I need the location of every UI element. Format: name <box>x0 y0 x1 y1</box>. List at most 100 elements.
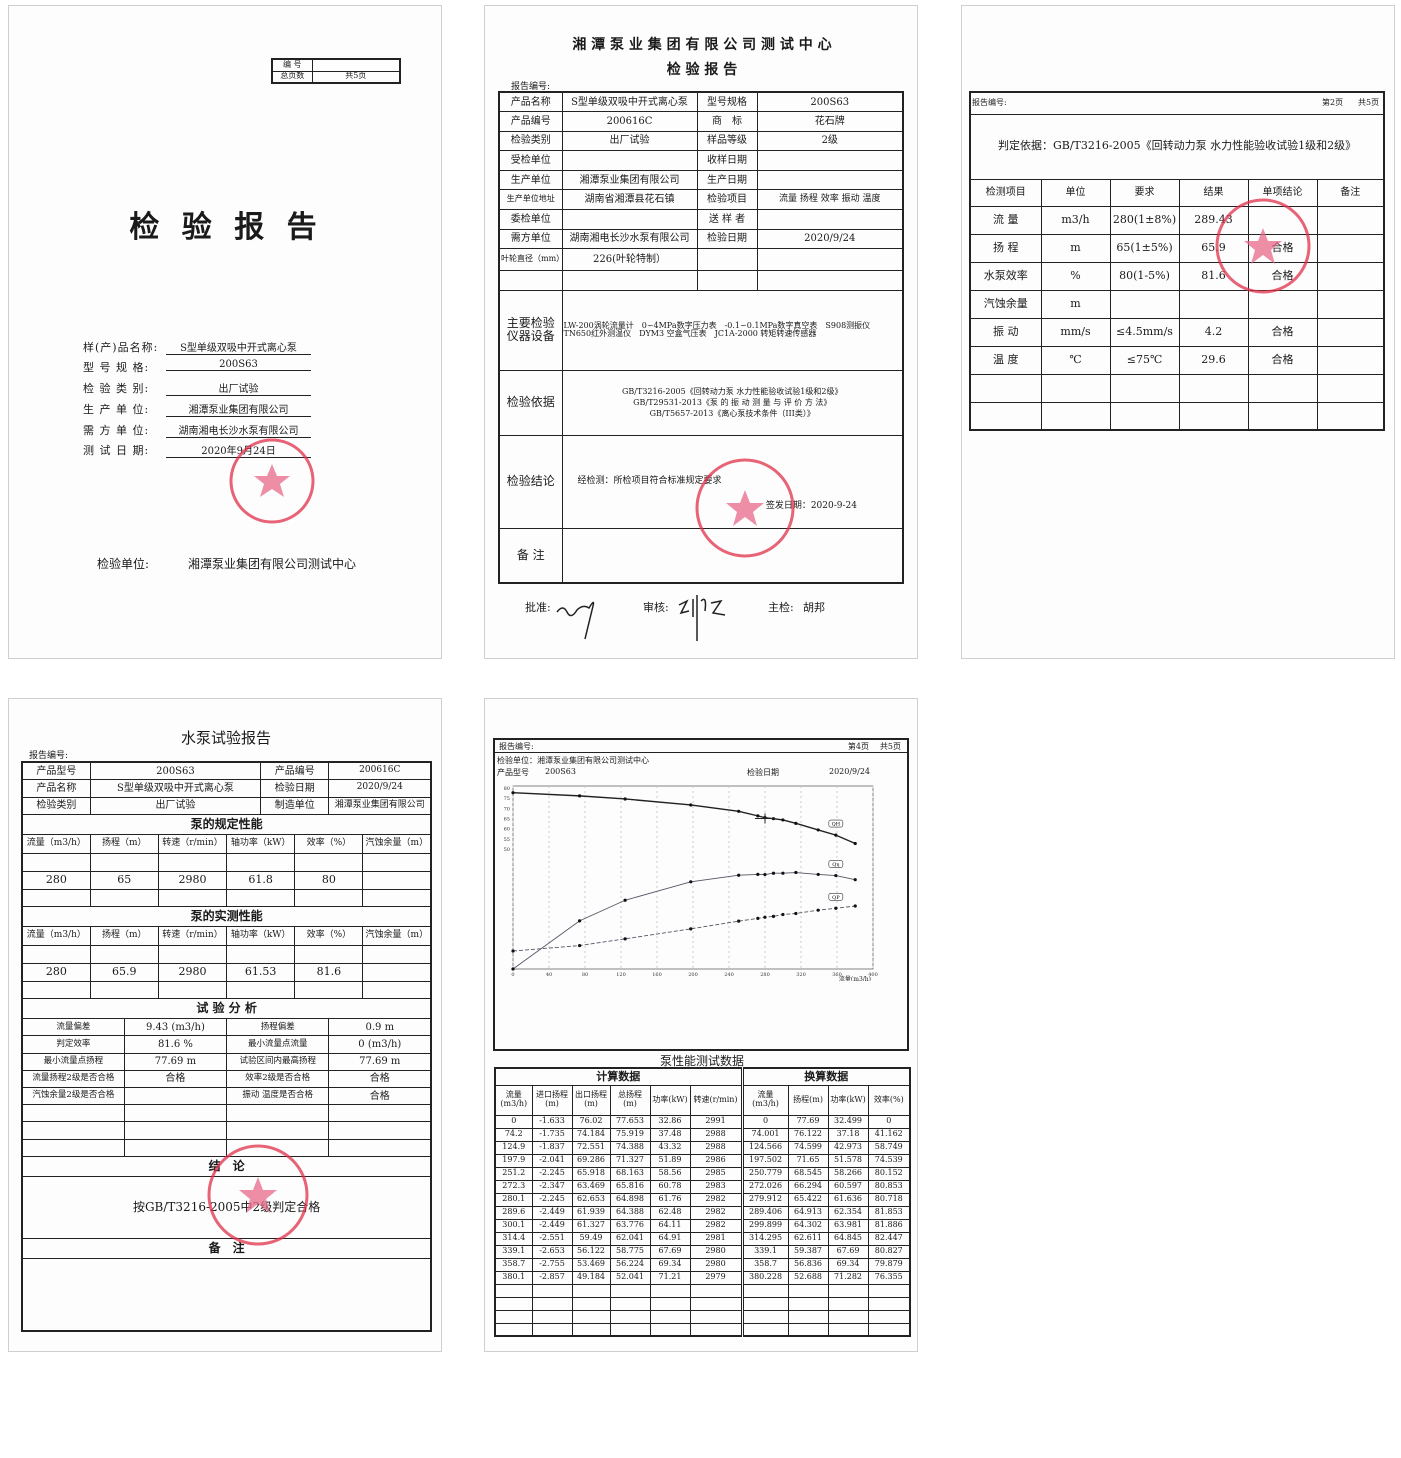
analysis-label <box>226 1138 330 1157</box>
result-row: 振 动 mm/s ≤4.5mm/s 4.2 合格 <box>969 317 1385 347</box>
data-cell <box>531 1283 573 1298</box>
data-cell: 77.69 <box>787 1114 829 1129</box>
table-row: 泵的实测性能 <box>21 906 432 928</box>
data-row <box>494 1322 911 1337</box>
perf-cell <box>157 980 228 1000</box>
data-cell: 68.545 <box>787 1166 829 1181</box>
data-cell: 71.327 <box>609 1153 651 1168</box>
report-number-label: 报告编号: <box>29 751 69 761</box>
data-point <box>689 803 693 807</box>
data-point <box>511 791 515 795</box>
result-cell: 合格 <box>1247 345 1318 375</box>
data-point <box>756 916 760 921</box>
inspection-unit-value: 湘潭泵业集团有限公司测试中心 <box>188 557 357 571</box>
data-cell: 124.9 <box>494 1140 533 1155</box>
data-cell: 197.502 <box>740 1153 789 1168</box>
model-value: 200S63 <box>545 767 576 776</box>
data-cell: 71.282 <box>827 1270 869 1285</box>
data-point <box>756 872 760 877</box>
y-tick-label: 55 <box>504 837 510 843</box>
info-row: 叶轮直径（mm） 226(叶轮特制） <box>498 248 904 272</box>
inspector-label: 主检: <box>768 601 794 614</box>
data-point <box>794 821 798 825</box>
table-row <box>21 1257 432 1332</box>
data-cell: 2988 <box>689 1140 743 1155</box>
x-tick-label: 0 <box>511 972 514 978</box>
analysis-value <box>123 1104 228 1123</box>
basis-line: GB/T3216-2005《回转动力泵 水力性能验收试验1级和2级》 <box>622 387 843 397</box>
column-header: 单位 <box>1040 178 1111 207</box>
data-cell: 74.001 <box>740 1127 789 1142</box>
data-cell: 69.34 <box>827 1257 869 1272</box>
inspection-unit: 检验单位：湘潭泵业集团有限公司测试中心 <box>497 756 649 765</box>
calc-column-header: 出口扬程(m) <box>571 1084 611 1116</box>
x-tick-label: 360 <box>832 972 842 978</box>
data-cell: 43.32 <box>649 1140 691 1155</box>
data-point <box>763 872 767 877</box>
analysis-label: 最小流量点扬程 <box>21 1052 125 1071</box>
field-label: 型 号 规 格: <box>83 361 150 374</box>
data-cell: -1.735 <box>531 1127 573 1142</box>
info-label: 检验日期 <box>260 779 330 798</box>
result-cell <box>1040 401 1111 431</box>
result-cell: 289.43 <box>1178 205 1249 235</box>
data-point <box>623 898 627 902</box>
info-label <box>696 270 758 291</box>
data-cell: 0 <box>867 1114 911 1129</box>
series-label-box <box>828 892 844 901</box>
data-cell <box>494 1296 533 1311</box>
result-cell: m3/h <box>1040 205 1111 235</box>
data-cell: 380.1 <box>494 1270 533 1285</box>
data-cell <box>867 1283 911 1298</box>
data-cell <box>827 1309 869 1324</box>
data-cell <box>827 1283 869 1298</box>
series-line-qp <box>512 905 856 952</box>
data-point <box>834 906 838 910</box>
data-cell: 67.69 <box>649 1244 691 1259</box>
cover-title: 检 验 报 告 <box>129 210 323 245</box>
data-cell: 80.718 <box>867 1192 911 1207</box>
perf-cell: 280 <box>21 962 91 982</box>
result-cell: ≤75℃ <box>1109 345 1180 375</box>
data-cell: 61.327 <box>571 1218 611 1233</box>
analysis-value: 0 (m3/h) <box>328 1035 432 1054</box>
info-label: 生产日期 <box>696 169 758 191</box>
perf-cell <box>89 888 159 908</box>
result-cell <box>969 373 1042 403</box>
data-point <box>853 878 857 882</box>
column-header: 单项结论 <box>1247 178 1318 207</box>
data-point <box>816 908 820 912</box>
y-tick-label: 50 <box>504 847 510 853</box>
data-cell <box>787 1296 829 1311</box>
data-cell: 272.026 <box>740 1179 789 1194</box>
field-value: S型单级双吸中开式离心泵 <box>166 339 311 355</box>
analysis-value <box>328 1121 432 1140</box>
data-point <box>511 949 515 953</box>
analysis-value: 合格 <box>328 1087 432 1106</box>
result-cell <box>1316 317 1385 347</box>
result-cell <box>1247 205 1318 235</box>
x-axis-label: 流量(m3/h) <box>839 975 871 981</box>
data-cell: 66.294 <box>787 1179 829 1194</box>
table-row: 按GB/T3216-2005中2级判定合格 <box>21 1175 432 1239</box>
info-label: 产品型号 <box>21 761 91 781</box>
result-cell: ≤4.5mm/s <box>1109 317 1180 347</box>
data-cell: 56.224 <box>609 1257 651 1272</box>
perf-cell <box>362 888 432 908</box>
y-tick-label: 80 <box>504 786 510 792</box>
rated-performance-title: 泵的规定性能 <box>21 814 432 836</box>
analysis-value: 77.69 m <box>123 1052 228 1071</box>
data-cell: 251.2 <box>494 1166 533 1181</box>
perf-cell <box>294 888 364 908</box>
data-cell <box>609 1296 651 1311</box>
perf-cell <box>226 980 296 1000</box>
data-cell: 64.898 <box>609 1192 651 1207</box>
data-cell: 74.599 <box>787 1140 829 1155</box>
data-row: 339.1 -2.653 56.122 58.775 67.69 2980 339.1 59.… <box>494 1244 911 1259</box>
x-tick-label: 200 <box>688 972 698 978</box>
data-point <box>794 870 798 875</box>
data-cell <box>689 1309 743 1324</box>
result-cell <box>1316 373 1385 403</box>
info-label: 产品编号 <box>260 761 330 781</box>
info-row: 产品名称 S型单级双吸中开式离心泵 型号规格 200S63 <box>498 91 904 113</box>
